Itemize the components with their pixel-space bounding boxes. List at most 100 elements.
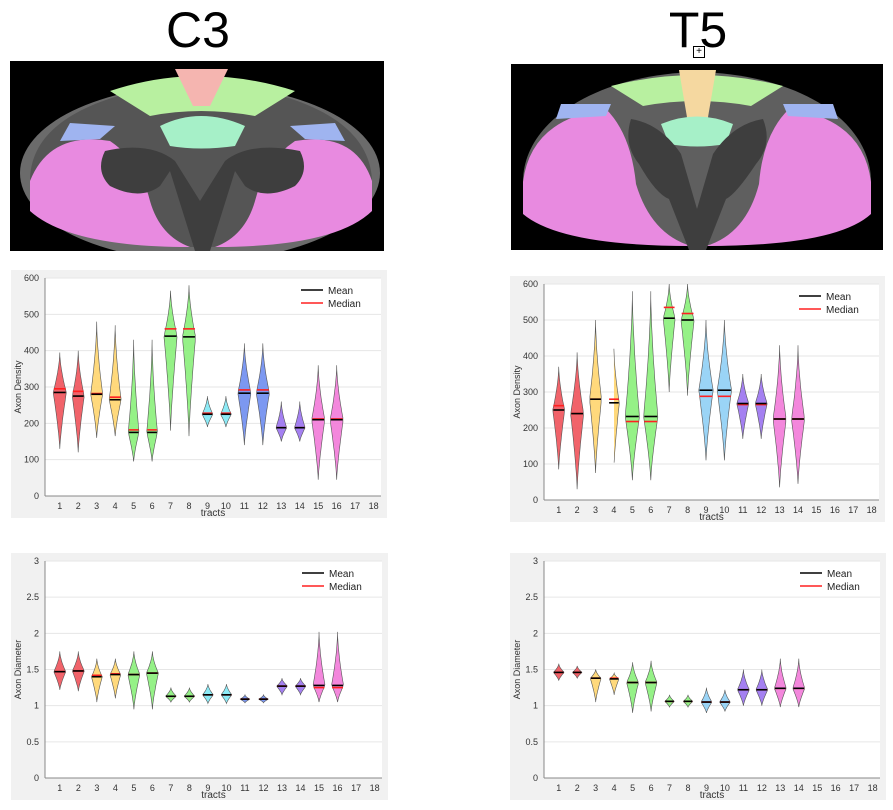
y-tick-label: 0.5 <box>26 737 39 747</box>
violin-tract-4 <box>613 348 620 463</box>
y-tick-label: 2 <box>34 628 39 638</box>
x-tick-label: 12 <box>756 505 766 515</box>
x-tick-label: 10 <box>720 783 730 793</box>
t5-diameter-chart: 0 0.5 1 1.5 2 2.5 3 1 2 3 4 5 6 7 8 9 10 11 12 13 14 15 16 17 18… <box>510 553 886 800</box>
c3-density-chart: 0 100 200 300 400 500 600 1 2 3 4 5 6 7 8 9 10 11 12 13 14 15… <box>11 270 387 518</box>
x-tick-label: 2 <box>76 783 81 793</box>
legend-median-label: Median <box>826 305 859 316</box>
x-tick-label: 18 <box>369 501 379 511</box>
x-tick-label: 6 <box>150 501 155 511</box>
x-tick-label: 4 <box>611 505 616 515</box>
y-tick-label: 2 <box>533 628 538 638</box>
x-tick-label: 3 <box>593 505 598 515</box>
x-tick-label: 14 <box>793 505 803 515</box>
x-tick-label: 14 <box>295 501 305 511</box>
x-tick-label: 10 <box>221 783 231 793</box>
x-tick-label: 10 <box>719 505 729 515</box>
violin-tract-16 <box>330 365 344 480</box>
x-tick-label: 8 <box>685 505 690 515</box>
violin-tract-5 <box>127 339 140 462</box>
x-tick-label: 16 <box>831 783 841 793</box>
y-tick-label: 100 <box>523 459 538 469</box>
violin-tract-8 <box>680 283 695 396</box>
violin-tract-7 <box>165 687 177 703</box>
x-tick-label: 9 <box>704 783 709 793</box>
x-tick-label: 10 <box>221 501 231 511</box>
violin-tract-10 <box>719 689 731 712</box>
x-tick-label: 17 <box>848 505 858 515</box>
y-tick-label: 100 <box>24 455 39 465</box>
y-tick-label: 500 <box>24 309 39 319</box>
x-tick-label: 14 <box>296 783 306 793</box>
violin-tract-3 <box>91 658 103 703</box>
x-axis-label: tracts <box>201 508 225 518</box>
x-tick-label: 8 <box>187 783 192 793</box>
x-tick-label: 7 <box>667 505 672 515</box>
x-tick-label: 8 <box>186 501 191 511</box>
x-tick-label: 5 <box>630 505 635 515</box>
violin-tract-10 <box>220 683 233 705</box>
violin-tract-6 <box>146 651 159 710</box>
plus-icon[interactable]: + <box>693 46 705 58</box>
y-tick-label: 300 <box>24 382 39 392</box>
x-tick-label: 16 <box>830 505 840 515</box>
y-tick-label: 0 <box>34 491 39 501</box>
violin-tract-5 <box>624 291 640 481</box>
x-tick-label: 9 <box>205 783 210 793</box>
x-tick-label: 2 <box>76 501 81 511</box>
x-tick-label: 1 <box>57 783 62 793</box>
x-axis-label: tracts <box>201 790 225 800</box>
violin-tract-7 <box>663 283 676 393</box>
c3-cord-svg <box>20 69 380 251</box>
violin-tract-3 <box>589 319 602 474</box>
violin-tract-1 <box>53 651 66 690</box>
y-tick-label: 3 <box>34 556 39 566</box>
y-tick-label: 400 <box>24 346 39 356</box>
x-tick-label: 15 <box>811 505 821 515</box>
violin-tract-6 <box>146 339 158 462</box>
violin-tract-12 <box>256 343 270 446</box>
violin-tract-5 <box>127 651 141 710</box>
legend-mean-label: Mean <box>329 569 354 580</box>
x-tick-label: 9 <box>205 501 210 511</box>
x-tick-label: 1 <box>57 501 62 511</box>
x-tick-label: 12 <box>757 783 767 793</box>
x-tick-label: 11 <box>739 783 748 793</box>
legend-median-label: Median <box>827 582 860 593</box>
c3-diameter-svg: 00.511.522.531 2 3 4 5 6 7 8 9 10 11 12 13 14 15 16 17 18… <box>11 553 388 800</box>
y-tick-label: 0 <box>533 495 538 505</box>
x-tick-label: 9 <box>703 505 708 515</box>
x-tick-label: 15 <box>812 783 822 793</box>
x-tick-label: 2 <box>575 783 580 793</box>
violin-tract-16 <box>331 631 344 703</box>
y-tick-label: 1 <box>34 701 39 711</box>
y-axis-label: Axon Density <box>512 365 522 419</box>
x-tick-label: 4 <box>113 783 118 793</box>
violin-tract-8 <box>182 285 196 437</box>
violin-tract-7 <box>163 290 178 431</box>
x-tick-label: 11 <box>240 783 249 793</box>
x-tick-label: 1 <box>556 505 561 515</box>
violin-tract-8 <box>183 687 195 703</box>
y-tick-label: 600 <box>24 273 39 283</box>
x-tick-label: 5 <box>630 783 635 793</box>
y-tick-label: 0 <box>533 773 538 783</box>
y-tick-label: 300 <box>523 387 538 397</box>
violin-tract-14 <box>791 345 805 484</box>
y-tick-label: 2.5 <box>26 592 39 602</box>
y-tick-label: 200 <box>523 423 538 433</box>
x-tick-label: 2 <box>575 505 580 515</box>
x-axis-label: tracts <box>699 512 723 522</box>
x-tick-label: 14 <box>794 783 804 793</box>
violin-tract-14 <box>294 401 306 442</box>
t5-diameter-svg: 00.511.522.531 2 3 4 5 6 7 8 9 10 11 12 13 14 15 16 17 18… <box>510 553 886 800</box>
y-tick-label: 0 <box>34 773 39 783</box>
y-tick-label: 400 <box>523 351 538 361</box>
x-tick-label: 5 <box>131 501 136 511</box>
y-axis-label: Axon Diameter <box>13 640 23 700</box>
violin-tract-11 <box>737 669 750 706</box>
x-tick-label: 3 <box>94 501 99 511</box>
violin-tract-3 <box>90 321 104 438</box>
t5-cord-image <box>511 64 883 250</box>
